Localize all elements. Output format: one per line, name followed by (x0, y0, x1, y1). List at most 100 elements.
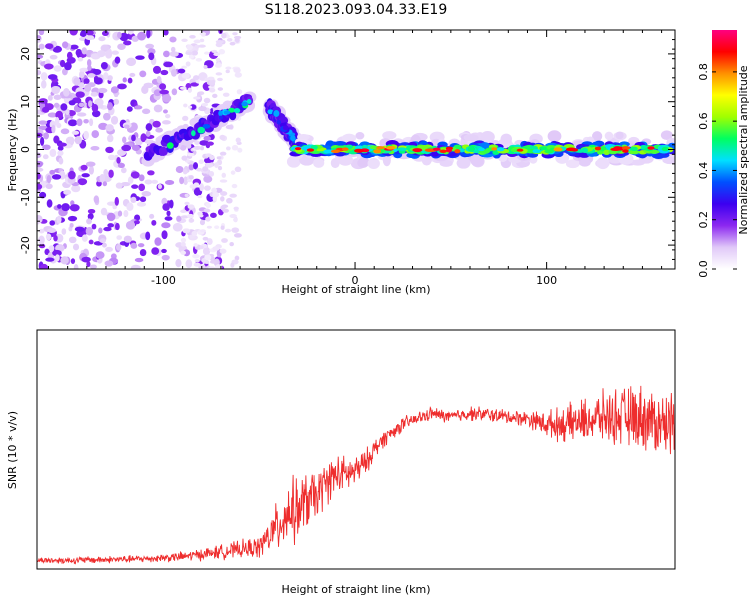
weak-return-blob (193, 75, 200, 81)
weak-return-blob (233, 217, 238, 222)
noise-blob (161, 222, 171, 229)
noise-blob (85, 226, 94, 236)
noise-blob (95, 251, 105, 259)
weak-return-blob (226, 197, 233, 204)
noise-blob (45, 233, 52, 241)
ascending-streak-blob-peak (228, 107, 235, 113)
weak-return-blob (217, 87, 224, 91)
noise-blob (51, 86, 61, 95)
noise-blob (177, 68, 186, 74)
noise-blob (134, 257, 144, 263)
noise-blob (100, 61, 108, 70)
weak-return-blob (199, 229, 206, 233)
weak-return-blob (229, 213, 237, 219)
snr-y-tick-label: 100 (0, 0, 11, 3)
band-halo (463, 134, 479, 142)
noise-blob (90, 91, 99, 97)
weak-return-blob (193, 243, 198, 247)
noise-blob (103, 226, 112, 232)
noise-blob (131, 184, 139, 189)
noise-blob (183, 176, 188, 186)
noise-blob (78, 102, 85, 107)
noise-blob (162, 50, 170, 58)
noise-blob (74, 135, 82, 145)
noise-blob (69, 44, 79, 50)
noise-blob (78, 82, 85, 88)
noise-blob (51, 124, 56, 134)
weak-return-blob (185, 61, 191, 67)
weak-return-blob (209, 260, 218, 264)
noise-blob (53, 135, 60, 144)
noise-blob (38, 228, 45, 234)
noise-blob (38, 125, 48, 131)
noise-blob (175, 259, 182, 268)
band-core (544, 149, 554, 154)
band-halo (341, 133, 357, 143)
band-peak (616, 146, 624, 151)
noise-blob (37, 54, 44, 59)
noise-blob (122, 136, 127, 144)
spectrogram-y-tick-label: -10 (19, 188, 32, 206)
noise-blob (55, 254, 60, 262)
band-halo (382, 154, 391, 167)
noise-blob (68, 170, 76, 180)
weak-return-blob (180, 250, 187, 256)
noise-blob (88, 239, 94, 245)
weak-return-blob (209, 170, 215, 177)
noise-blob (89, 264, 97, 269)
band-peak (412, 148, 423, 153)
snr-x-tick-label: -100 (0, 0, 12, 3)
spectrogram-cells (37, 30, 675, 269)
noise-blob (77, 57, 84, 62)
band-halo (439, 159, 453, 167)
band-peak (516, 148, 524, 152)
weak-return-blob (219, 179, 228, 183)
ascending-streak-blob-peak (166, 142, 174, 149)
noise-blob (145, 231, 151, 241)
band-halo (358, 157, 370, 166)
noise-blob (68, 100, 76, 106)
band-peak (432, 147, 441, 151)
band-halo (596, 157, 610, 170)
noise-blob (91, 130, 100, 139)
band-peak (553, 147, 563, 152)
noise-blob (153, 104, 163, 113)
weak-return-blob (187, 152, 195, 157)
weak-return-blob (212, 195, 218, 202)
descending-streak-blob-peak (290, 135, 296, 142)
band-core (630, 146, 638, 151)
ascending-streak-blob-peak (218, 115, 223, 120)
snr-frame (36, 329, 676, 570)
noise-blob (53, 234, 58, 242)
snr-y-tick-label: 200 (0, 0, 11, 3)
noise-blob (72, 243, 80, 251)
weak-return-blob (233, 233, 242, 238)
noise-blob (61, 228, 67, 235)
noise-blob (117, 162, 125, 169)
noise-blob (148, 52, 155, 61)
weak-return-blob (203, 64, 208, 70)
noise-blob (38, 120, 48, 125)
noise-blob (86, 30, 94, 36)
noise-blob (81, 234, 88, 242)
noise-blob (147, 170, 155, 176)
spectrogram-x-tick-label: 0 (352, 274, 359, 287)
noise-blob (103, 72, 109, 80)
weak-return-blob (234, 37, 240, 43)
band-halo (547, 130, 562, 143)
weak-return-blob (199, 219, 206, 226)
weak-return-blob (205, 203, 211, 208)
noise-blob (155, 127, 163, 133)
band-halo (337, 153, 353, 166)
spectrogram-y-tick-label: 0 (19, 146, 32, 153)
noise-blob (185, 259, 193, 269)
noise-blob (170, 46, 176, 52)
noise-blob (53, 102, 60, 108)
noise-blob (139, 70, 147, 78)
weak-return-blob (204, 260, 210, 264)
noise-blob (69, 222, 74, 228)
noise-blob (120, 181, 131, 187)
weak-return-blob (215, 72, 223, 76)
weak-return-blob (202, 166, 209, 172)
weak-return-blob (180, 215, 189, 219)
